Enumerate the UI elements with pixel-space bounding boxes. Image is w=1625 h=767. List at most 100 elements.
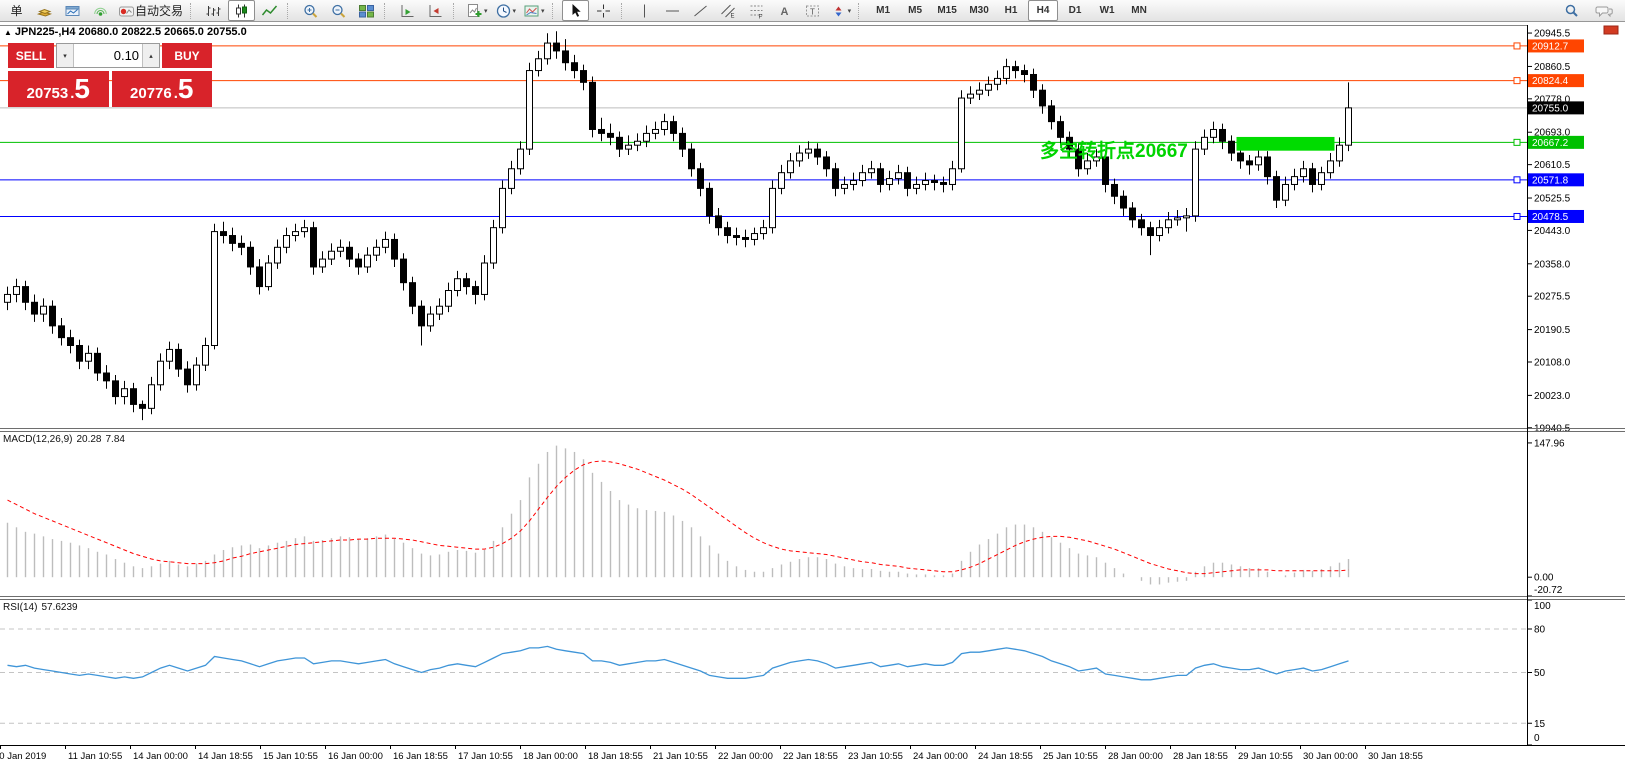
time-axis-label: 22 Jan 18:55 [783, 751, 838, 762]
candle [607, 132, 614, 138]
crosshair-tool-button[interactable] [590, 0, 617, 21]
zoom-in-button[interactable] [297, 0, 324, 21]
fibonacci-icon: F [750, 5, 763, 19]
candle [706, 187, 713, 217]
buy-price-box[interactable]: 20776. 5 [111, 71, 212, 107]
candle [1012, 66, 1019, 72]
arrows-tool-button[interactable]: ▾ [827, 0, 855, 21]
timeframe-button-m15[interactable]: M15 [937, 5, 957, 16]
timeframe-button-mn[interactable]: MN [1131, 5, 1147, 16]
sell-button[interactable]: SELL [8, 43, 55, 68]
volume-decrease-button[interactable]: ▾ [57, 44, 75, 67]
candle [409, 282, 416, 307]
text-tool-button[interactable]: A [771, 0, 798, 21]
hline-anchor[interactable] [1513, 138, 1521, 146]
candle [427, 313, 434, 327]
collapse-arrow-icon[interactable]: ▲ [4, 28, 12, 37]
candle [589, 81, 596, 130]
chart-shift-button[interactable] [422, 0, 449, 21]
dropdown-caret[interactable]: ▾ [512, 7, 517, 15]
candle [922, 180, 929, 185]
templates-button[interactable]: ▾ [520, 0, 548, 21]
dropdown-caret[interactable]: ▾ [541, 7, 545, 15]
chat-button[interactable] [1591, 0, 1618, 21]
candlestick-mode-button[interactable] [228, 0, 256, 21]
timeframe-button-m5[interactable]: M5 [908, 5, 923, 16]
one-click-trading-panel: SELL ▾ ▴ BUY 20753.5 20776.5 [8, 43, 212, 107]
hline-anchor[interactable] [1513, 42, 1521, 50]
timeframe-button-m1[interactable]: M1 [876, 5, 891, 16]
text-label-tool-button[interactable]: T [799, 0, 826, 21]
vertical-line-tool-button[interactable] [631, 0, 658, 21]
chart-canvas[interactable]: 20945.5 20860.5 20778.0 20693.0 20610.5 20525… [0, 22, 1625, 767]
bar-chart-mode-button[interactable] [200, 0, 227, 21]
svg-text:15: 15 [1534, 719, 1546, 730]
new-order-button[interactable]: 单 [3, 0, 30, 21]
hline-anchor[interactable] [1513, 212, 1521, 220]
timeframe-button-h4[interactable]: H4 [1028, 0, 1059, 21]
gold-bars-icon [36, 8, 53, 17]
toolbar-separator [620, 2, 627, 19]
cursor-icon [572, 3, 581, 17]
line-chart-icon [261, 5, 278, 15]
zoom-out-button[interactable] [325, 0, 352, 21]
pane-separator[interactable] [0, 428, 1625, 432]
candle [796, 152, 803, 162]
new-chart-button[interactable]: ▾ [463, 0, 491, 21]
rsi-line [7, 645, 1349, 681]
market-watch-button[interactable] [31, 0, 58, 21]
fibonacci-tool-button[interactable]: F [743, 0, 770, 21]
dropdown-caret[interactable]: ▾ [847, 7, 852, 15]
svg-text:20190.5: 20190.5 [1534, 325, 1571, 336]
search-button[interactable] [1558, 0, 1585, 21]
candle [31, 301, 38, 315]
candle [1174, 217, 1181, 221]
trendline-tool-button[interactable] [687, 0, 714, 21]
signals-button[interactable] [87, 0, 114, 21]
hline-anchor[interactable] [1513, 77, 1521, 85]
chart-annotation-text[interactable]: 多空转折点20667 [1040, 141, 1188, 162]
equidistant-channel-tool-button[interactable]: E [715, 0, 742, 21]
candlestick-chart-icon [236, 4, 248, 17]
hline-anchor[interactable] [1513, 176, 1521, 184]
chart-window[interactable]: 20945.5 20860.5 20778.0 20693.0 20610.5 20525… [0, 22, 1625, 767]
horizontal-line-tool-button[interactable] [659, 0, 686, 21]
timeframe-button-d1[interactable]: D1 [1068, 5, 1082, 16]
candle [283, 235, 290, 248]
candle [562, 50, 569, 64]
svg-text:20478.5: 20478.5 [1532, 212, 1569, 223]
horizontal-line-objects[interactable] [0, 42, 1527, 220]
buy-price-dot: . [173, 85, 178, 102]
volume-increase-button[interactable]: ▴ [142, 44, 160, 67]
buy-button[interactable]: BUY [162, 43, 212, 68]
candle [4, 293, 11, 303]
volume-input[interactable] [74, 44, 143, 67]
candle [517, 148, 524, 170]
symbol-ohlc-header[interactable]: ▲ JPN225-,H4 20680.0 20822.5 20665.0 2075… [4, 26, 247, 38]
price-axis[interactable]: 20945.5 20860.5 20778.0 20693.0 20610.5 20525… [1527, 29, 1584, 746]
highlight-rectangle-object[interactable] [1236, 136, 1335, 151]
dropdown-caret[interactable]: ▾ [484, 7, 488, 15]
line-chart-mode-button[interactable] [256, 0, 283, 21]
svg-text:20778.0: 20778.0 [1534, 94, 1571, 105]
sell-price-box[interactable]: 20753. 5 [8, 71, 109, 107]
timeframe-button-h1[interactable]: H1 [1004, 5, 1018, 16]
candle [1327, 160, 1334, 174]
volume-stepper: ▾ ▴ [56, 43, 161, 68]
timeframe-button-w1[interactable]: W1 [1099, 5, 1115, 16]
candle [364, 254, 371, 268]
tile-windows-button[interactable] [353, 0, 380, 21]
auto-scroll-button[interactable] [394, 0, 421, 21]
candle [886, 178, 893, 185]
navigator-button[interactable] [59, 0, 86, 21]
cursor-tool-button[interactable] [561, 0, 589, 21]
pane-separator[interactable] [0, 596, 1625, 600]
candle [508, 168, 515, 189]
autotrading-button[interactable]: 自动交易 [115, 0, 186, 21]
periods-button[interactable]: ▾ [492, 0, 520, 21]
candle [697, 168, 704, 189]
timeframe-button-m30[interactable]: M30 [969, 5, 989, 16]
time-axis-label: 17 Jan 10:55 [458, 751, 513, 762]
time-axis-label: 11 Jan 10:55 [68, 751, 122, 762]
time-axis[interactable]: 10 Jan 2019 11 Jan 10:55 14 Jan 00:00 14 Ja… [0, 745, 1423, 762]
